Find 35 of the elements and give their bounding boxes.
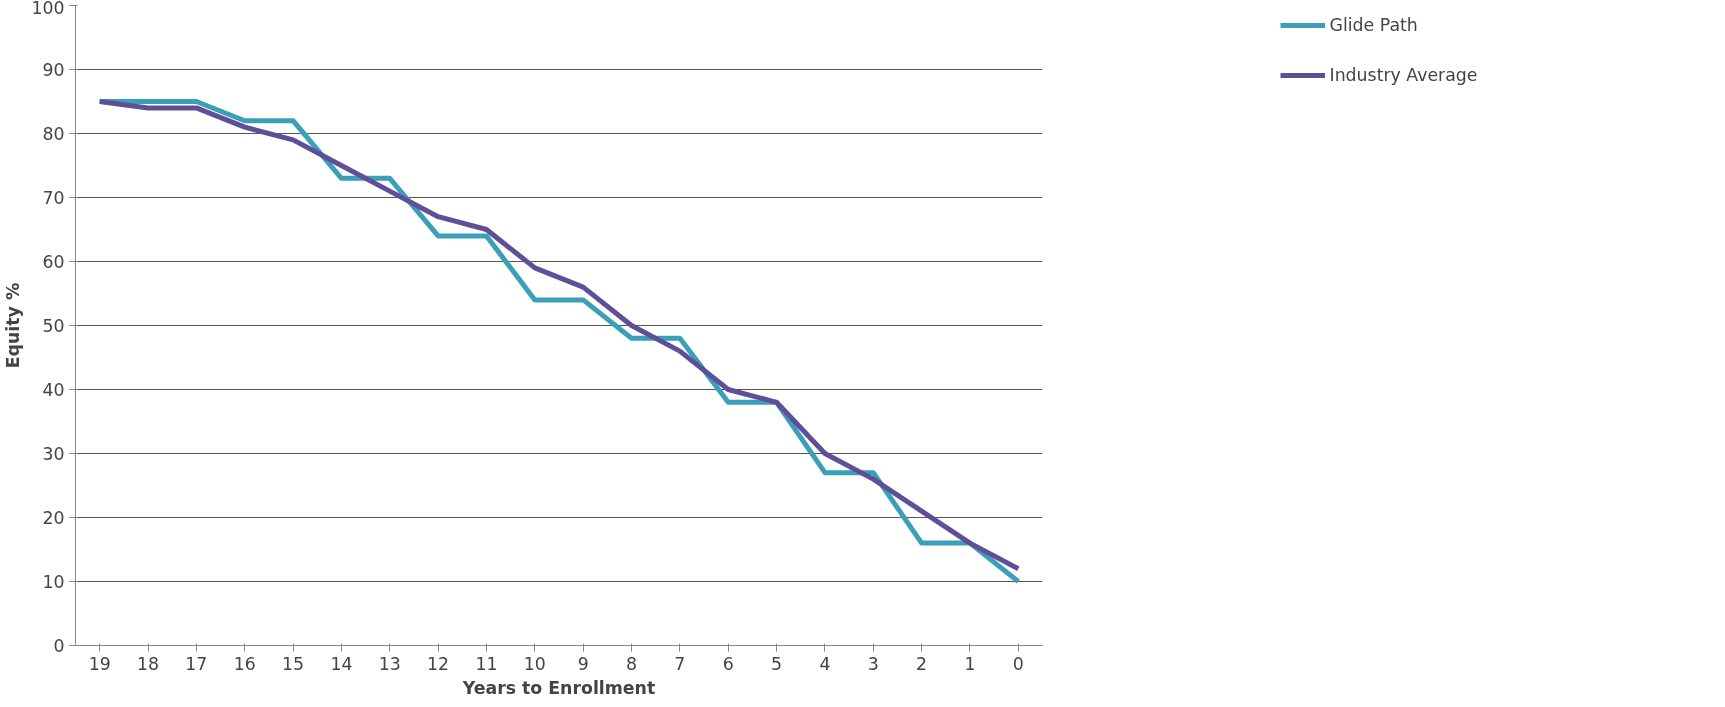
x-tick-label: 7 (674, 653, 686, 674)
x-tick-label: 18 (137, 653, 160, 674)
x-tick-label: 12 (427, 653, 450, 674)
x-tick-label: 13 (378, 653, 401, 674)
y-tick-label: 0 (53, 636, 65, 656)
legend-label: Glide Path (1329, 15, 1418, 35)
y-tick-label: 30 (42, 444, 65, 464)
y-tick-label: 100 (31, 0, 65, 18)
x-tick-label: 9 (577, 653, 589, 674)
y-tick-label: 40 (42, 380, 65, 400)
x-tick-label: 19 (88, 653, 111, 674)
y-tick-label: 90 (42, 60, 65, 80)
x-axis-title: Years to Enrollment (461, 677, 656, 698)
x-tick-label: 11 (475, 653, 498, 674)
x-tick-label: 10 (523, 653, 546, 674)
y-tick-label: 20 (42, 508, 65, 528)
x-tick-label: 14 (330, 653, 353, 674)
y-tick-label: 70 (42, 188, 65, 208)
x-tick-label: 2 (916, 653, 928, 674)
y-tick-label: 50 (42, 316, 65, 336)
x-tick-label: 1 (964, 653, 976, 674)
y-tick-label: 10 (42, 572, 65, 592)
x-tick-label: 17 (185, 653, 208, 674)
y-axis-title: Equity % (3, 282, 24, 369)
y-tick-label: 60 (42, 252, 65, 272)
legend-label: Industry Average (1329, 65, 1478, 85)
x-tick-label: 0 (1012, 653, 1024, 674)
x-tick-label: 4 (819, 653, 831, 674)
x-tick-label: 15 (282, 653, 305, 674)
x-tick-label: 6 (722, 653, 734, 674)
y-tick-label: 80 (42, 124, 65, 144)
x-tick-label: 16 (233, 653, 256, 674)
x-tick-label: 3 (867, 653, 879, 674)
x-tick-label: 8 (626, 653, 638, 674)
x-tick-label: 5 (771, 653, 783, 674)
